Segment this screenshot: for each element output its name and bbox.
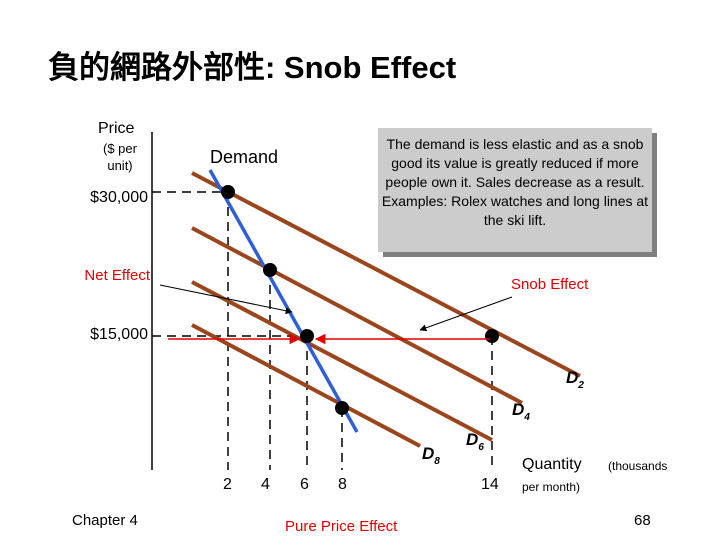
x-tick: 2 xyxy=(223,476,232,493)
x-tick: 6 xyxy=(300,476,309,493)
points xyxy=(221,185,499,415)
d-letter: D xyxy=(466,430,479,449)
x-tick: 8 xyxy=(338,476,347,493)
y-label: Price xyxy=(98,120,135,137)
y-tick: $30,000 xyxy=(90,189,148,206)
pointer xyxy=(159,284,293,315)
d-letter: D xyxy=(422,444,435,463)
net-effect: Net Effect xyxy=(84,267,150,284)
d-label: D8 xyxy=(422,444,440,467)
page-number: 68 xyxy=(634,512,651,529)
d-sub: 6 xyxy=(478,441,484,453)
d-letter: D xyxy=(566,368,579,387)
snob-effect: Snob Effect xyxy=(511,276,589,293)
demand-label: Demand xyxy=(210,147,279,167)
d-label: D2 xyxy=(566,368,584,391)
d-sub: 2 xyxy=(578,379,584,391)
y-unit: ($ per unit) xyxy=(103,141,137,173)
x-label: Quantity xyxy=(522,456,582,473)
d-sub: 4 xyxy=(524,411,530,423)
d-label: D4 xyxy=(512,400,530,423)
x-tick: 14 xyxy=(481,476,499,493)
demand-curves xyxy=(191,171,581,448)
note-box xyxy=(378,128,652,252)
x-unit: (thousands xyxy=(608,459,668,473)
d-letter: D xyxy=(512,400,525,419)
guide-lines xyxy=(152,191,493,470)
chapter: Chapter 4 xyxy=(72,512,138,529)
d-sub: 8 xyxy=(434,455,440,467)
pure-price-effect: Pure Price Effect xyxy=(285,518,398,535)
pointer xyxy=(419,296,513,332)
x-unit: per month) xyxy=(522,480,581,494)
note: The demand is less elastic and as a snob… xyxy=(381,136,649,228)
demand-line xyxy=(208,169,359,433)
x-tick: 4 xyxy=(261,476,270,493)
title: 負的網路外部性: Snob Effect xyxy=(48,50,457,85)
d-label: D6 xyxy=(466,430,484,453)
y-tick: $15,000 xyxy=(90,326,148,343)
